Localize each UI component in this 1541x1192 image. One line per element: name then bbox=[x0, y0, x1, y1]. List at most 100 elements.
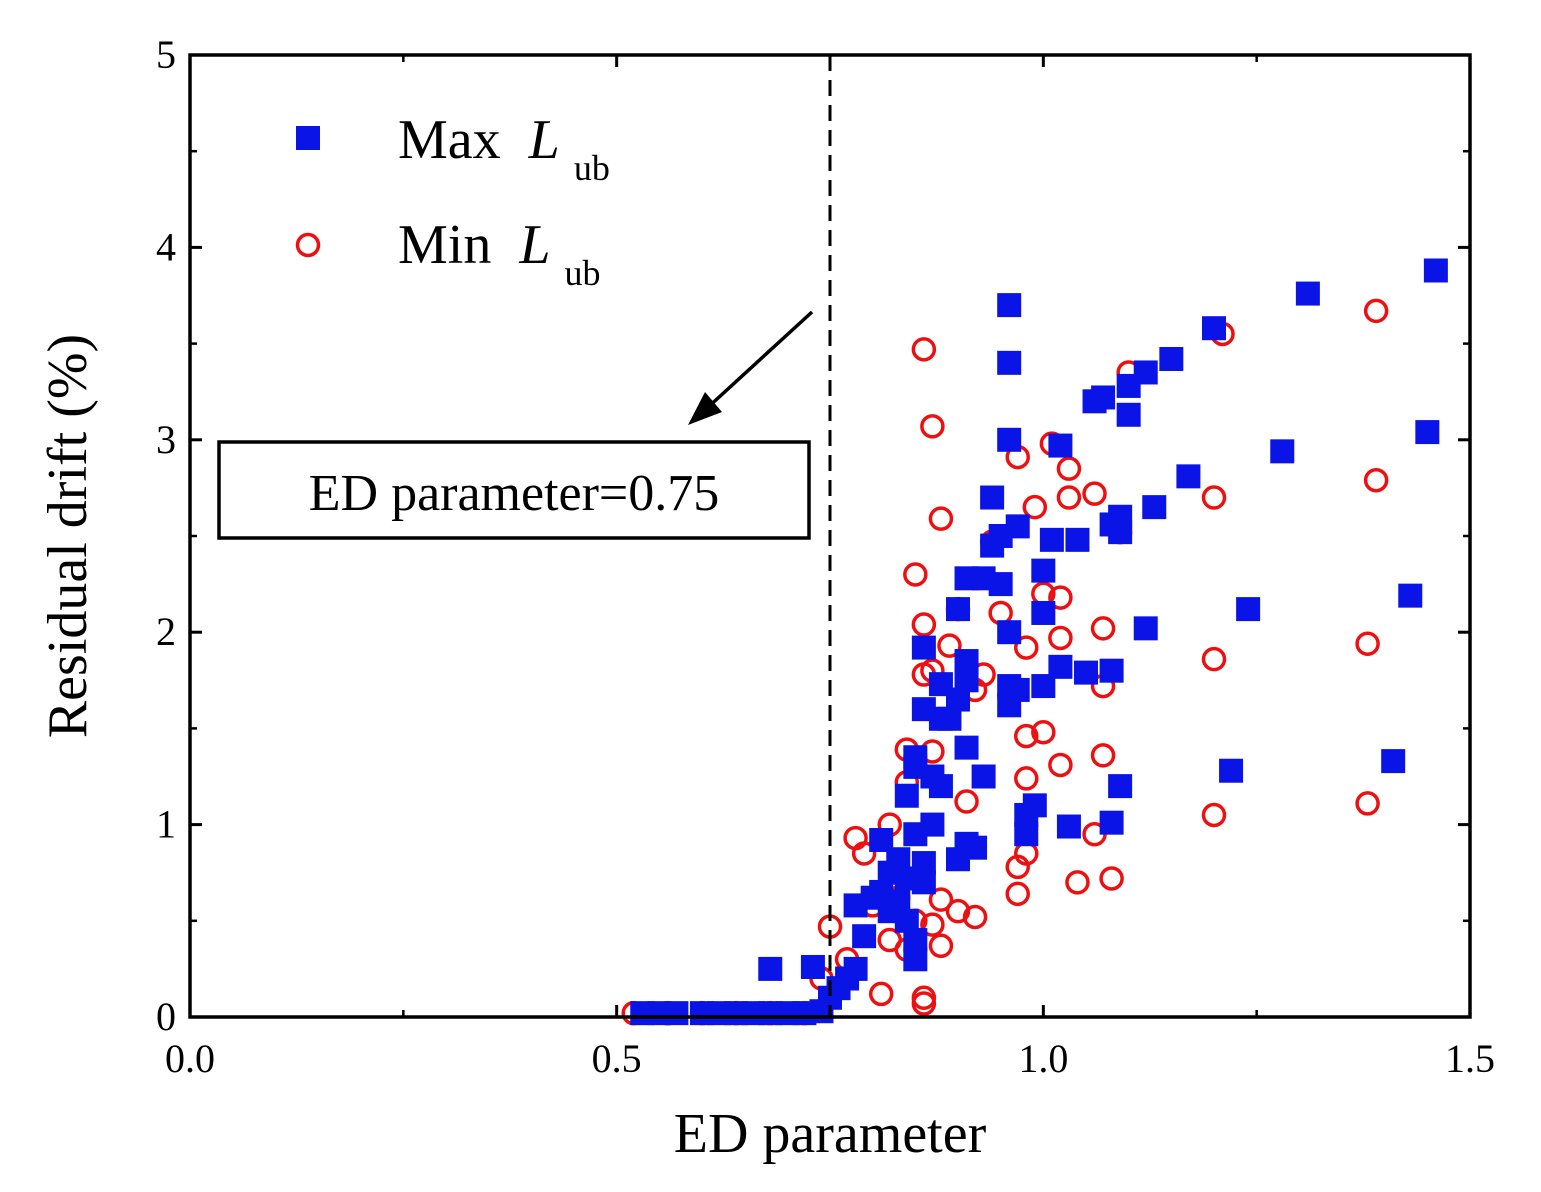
max-lub-point bbox=[946, 597, 970, 622]
min-lub-point bbox=[920, 912, 945, 937]
min-lub-point bbox=[1201, 802, 1227, 828]
min-lub-point bbox=[1014, 766, 1039, 791]
max-lub-point bbox=[1423, 258, 1448, 283]
max-lub-point bbox=[1133, 360, 1158, 385]
legend-min-sub: ub bbox=[565, 253, 601, 293]
min-lub-point bbox=[1048, 625, 1073, 651]
max-lub-point bbox=[971, 764, 996, 789]
max-lub-point bbox=[1099, 658, 1124, 683]
x-tick-label: 0.0 bbox=[165, 1036, 215, 1081]
min-lub-point bbox=[945, 898, 971, 924]
x-axis-title: ED parameter bbox=[674, 1103, 987, 1165]
min-lub-point bbox=[962, 904, 988, 930]
legend-marker-max bbox=[296, 126, 320, 150]
max-lub-point bbox=[997, 427, 1022, 452]
max-lub-point bbox=[1056, 814, 1081, 839]
y-tick-label: 3 bbox=[156, 417, 176, 462]
min-lub-point bbox=[1090, 743, 1116, 768]
max-lub-point bbox=[664, 1001, 689, 1026]
min-lub-point bbox=[1056, 456, 1082, 481]
max-lub-point bbox=[843, 956, 868, 981]
min-lub-point bbox=[1363, 298, 1389, 324]
y-tick-label: 4 bbox=[156, 224, 176, 269]
min-lub-point bbox=[1031, 719, 1056, 745]
max-lub-point bbox=[1415, 420, 1440, 445]
y-tick-label: 2 bbox=[156, 609, 176, 654]
max-lub-point bbox=[1039, 527, 1064, 552]
max-lub-point bbox=[852, 924, 877, 949]
max-lub-point bbox=[1142, 495, 1167, 520]
min-lub-point bbox=[1022, 494, 1048, 520]
max-lub-point bbox=[1219, 758, 1244, 783]
annotation-arrow-head bbox=[688, 392, 722, 425]
min-lub-point bbox=[928, 933, 954, 959]
min-lub-point bbox=[1056, 485, 1082, 510]
max-lub-point bbox=[1133, 616, 1158, 641]
max-lub-point bbox=[963, 835, 988, 860]
y-tick-label: 5 bbox=[156, 32, 176, 77]
max-lub-point bbox=[954, 649, 979, 674]
max-lub-point bbox=[1108, 504, 1133, 529]
min-lub-point bbox=[1065, 870, 1090, 895]
max-lub-point bbox=[1202, 316, 1226, 341]
max-lub-point bbox=[920, 812, 945, 837]
annotation-text: ED parameter=0.75 bbox=[309, 465, 720, 522]
max-lub-point bbox=[1005, 514, 1030, 539]
min-lub-point bbox=[868, 981, 894, 1007]
max-lub-point bbox=[1381, 749, 1406, 774]
min-lub-point bbox=[1005, 881, 1030, 907]
legend-label-max: Max L ub bbox=[398, 109, 610, 188]
max-lub-point bbox=[800, 954, 825, 979]
max-lub-point bbox=[1014, 822, 1039, 847]
min-lub-point bbox=[1355, 791, 1380, 816]
max-lub-point bbox=[1031, 558, 1056, 583]
max-lub-point bbox=[1048, 654, 1073, 679]
max-lub-point bbox=[1116, 402, 1141, 427]
x-tick-label: 1.5 bbox=[1445, 1036, 1495, 1081]
min-lub-point bbox=[1048, 752, 1073, 778]
max-lub-point bbox=[1159, 346, 1184, 371]
legend-max-name: Max bbox=[398, 109, 501, 171]
min-lub-point bbox=[1090, 616, 1116, 641]
annotation-box bbox=[217, 440, 811, 540]
max-lub-point bbox=[758, 956, 783, 981]
max-lub-point bbox=[1065, 527, 1090, 552]
y-axis-title: Residual drift (%) bbox=[37, 334, 99, 738]
max-lub-point bbox=[997, 350, 1022, 375]
axis-ticks: 0.0 0.5 1.0 1.5 0 1 2 3 4 5 bbox=[156, 32, 1495, 1081]
max-lub-point bbox=[1091, 385, 1116, 410]
y-tick-label: 1 bbox=[156, 802, 176, 847]
max-lub-point bbox=[1176, 464, 1201, 489]
max-lub-point bbox=[988, 572, 1013, 597]
y-tick-label: 0 bbox=[156, 994, 176, 1039]
max-lub-point bbox=[1005, 677, 1030, 702]
min-lub-point bbox=[911, 991, 937, 1016]
legend: Max L ub Min L ub bbox=[295, 109, 610, 293]
max-lub-point bbox=[1398, 583, 1423, 608]
max-lub-point bbox=[1048, 433, 1073, 458]
legend-max-italic: L bbox=[528, 109, 560, 171]
min-lub-point bbox=[911, 612, 937, 637]
max-lub-point bbox=[1031, 600, 1056, 625]
min-lub-point bbox=[928, 887, 954, 912]
data-marks bbox=[621, 258, 1448, 1026]
max-lub-point bbox=[1108, 774, 1133, 799]
min-lub-point bbox=[1355, 631, 1380, 656]
min-lub-point bbox=[1048, 585, 1073, 610]
max-lub-point bbox=[894, 783, 919, 808]
max-lub-point bbox=[911, 635, 936, 660]
max-lub-point bbox=[997, 293, 1022, 318]
legend-min-name: Min bbox=[398, 214, 491, 276]
legend-marker-min bbox=[295, 232, 321, 258]
annotation: ED parameter=0.75 bbox=[217, 310, 814, 540]
min-lub-point bbox=[903, 562, 928, 587]
min-lub-point bbox=[1014, 723, 1039, 749]
max-lub-point bbox=[954, 735, 979, 760]
legend-min-italic: L bbox=[518, 214, 550, 276]
min-lub-point bbox=[1099, 866, 1124, 891]
min-lub-point bbox=[851, 841, 877, 866]
max-lub-point bbox=[1022, 793, 1047, 818]
min-lub-point bbox=[920, 414, 945, 439]
